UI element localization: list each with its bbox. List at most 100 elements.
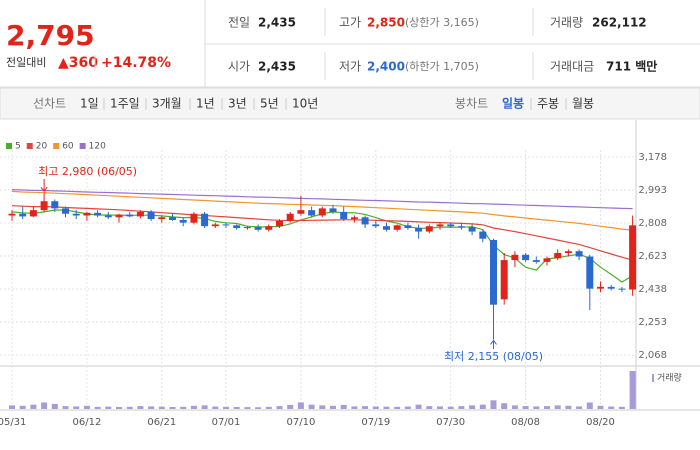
legend-label: 5 bbox=[15, 142, 21, 152]
summary-value: 2,400 bbox=[367, 60, 405, 74]
tab[interactable]: 월봉 bbox=[572, 97, 594, 111]
summary-label: 거래대금 bbox=[550, 60, 594, 74]
summary-value: 2,435 bbox=[258, 60, 296, 74]
summary-value: 2,850 bbox=[367, 16, 405, 30]
x-tick-label: 06/12 bbox=[72, 417, 101, 428]
x-tick-label: 05/31 bbox=[0, 417, 26, 428]
volume-bar bbox=[597, 405, 604, 409]
candle-body bbox=[308, 210, 316, 216]
volume-bar bbox=[126, 406, 133, 409]
legend-swatch bbox=[6, 143, 12, 149]
candle-body bbox=[179, 219, 187, 223]
x-tick-label: 07/30 bbox=[436, 417, 465, 428]
candle-body bbox=[500, 260, 508, 300]
candle-body bbox=[211, 224, 219, 227]
x-tick-label: 08/08 bbox=[511, 417, 540, 428]
candle-body bbox=[586, 256, 594, 289]
summary-value: 711 백만 bbox=[606, 59, 657, 74]
annotation-arrowhead bbox=[40, 187, 48, 193]
volume-bar bbox=[544, 406, 550, 409]
legend-swatch bbox=[26, 143, 33, 149]
candle-body bbox=[340, 211, 348, 220]
x-tick-label: 07/10 bbox=[286, 417, 315, 428]
volume-bar bbox=[319, 405, 326, 409]
candle-body bbox=[629, 225, 637, 290]
volume-bar bbox=[73, 406, 80, 409]
legend-swatch bbox=[652, 374, 654, 382]
candle-body bbox=[201, 213, 209, 227]
candle-body bbox=[265, 226, 273, 230]
candle-body bbox=[169, 217, 176, 220]
tab[interactable]: 3년 bbox=[228, 97, 247, 111]
candle-body bbox=[243, 227, 251, 229]
legend-label: 120 bbox=[89, 142, 106, 152]
candle-body bbox=[62, 208, 69, 214]
volume-bar bbox=[83, 405, 90, 409]
tab[interactable]: 1년 bbox=[196, 97, 215, 111]
tab[interactable]: 주봉 bbox=[537, 97, 559, 111]
candle-body bbox=[597, 286, 604, 289]
candle-body bbox=[104, 215, 112, 218]
candle-body bbox=[361, 217, 369, 225]
candle-body bbox=[136, 211, 144, 217]
volume-bar bbox=[511, 405, 518, 409]
volume-bar bbox=[41, 402, 48, 409]
grid bbox=[0, 150, 636, 410]
volume-bar bbox=[469, 405, 476, 409]
candle-body bbox=[40, 201, 48, 211]
volume-bar bbox=[490, 400, 497, 409]
tab[interactable]: 3개월 bbox=[152, 97, 182, 111]
volume-bar bbox=[19, 405, 26, 409]
volume-bar bbox=[233, 406, 240, 409]
candle-body bbox=[286, 213, 294, 221]
legend-label: 거래량 bbox=[657, 372, 682, 384]
volume-bar bbox=[618, 406, 625, 409]
tab[interactable]: 1주일 bbox=[110, 97, 140, 111]
y-tick-label: 2,438 bbox=[638, 284, 667, 295]
tab[interactable]: 5년 bbox=[260, 97, 279, 111]
legend-label: 20 bbox=[36, 142, 48, 152]
candle-body bbox=[8, 213, 16, 216]
candle-body bbox=[126, 214, 134, 217]
candle-body bbox=[19, 213, 27, 217]
tab[interactable]: 1일 bbox=[80, 97, 99, 111]
volume-bar bbox=[308, 404, 315, 409]
candle-body bbox=[51, 201, 59, 209]
candle-body bbox=[479, 231, 487, 239]
x-tick-label: 07/01 bbox=[212, 417, 241, 428]
summary-note: (하한가 1,705) bbox=[405, 59, 479, 73]
candle-body bbox=[393, 225, 401, 230]
volume-bar bbox=[426, 406, 433, 409]
candle-body bbox=[147, 211, 155, 220]
candle-body bbox=[404, 225, 412, 228]
volume-bar bbox=[608, 406, 615, 409]
volume-bar bbox=[533, 406, 540, 409]
y-tick-label: 3,178 bbox=[638, 152, 667, 163]
candle-body bbox=[383, 226, 390, 230]
legend-swatch bbox=[79, 143, 86, 149]
tab[interactable]: 10년 bbox=[292, 97, 318, 111]
volume-bar bbox=[458, 406, 465, 409]
candle-body bbox=[468, 227, 476, 232]
volume-bar bbox=[116, 406, 122, 409]
volume-bar bbox=[330, 405, 336, 409]
tab-group-label: 선차트 bbox=[33, 97, 66, 111]
candle-body bbox=[72, 213, 80, 216]
candle-body bbox=[190, 213, 198, 223]
summary-value: 262,112 bbox=[592, 16, 647, 30]
candle-body bbox=[457, 226, 465, 228]
candle-body bbox=[158, 217, 166, 220]
volume-bar bbox=[190, 405, 197, 409]
low-annotation: 최저 2,155 (08/05) bbox=[444, 350, 543, 363]
candle-body bbox=[490, 239, 497, 305]
tab[interactable]: 일봉 bbox=[502, 97, 524, 111]
volume-bar bbox=[362, 406, 369, 409]
moving-average-line bbox=[11, 189, 633, 210]
candle-body bbox=[522, 254, 530, 261]
candle-body bbox=[415, 227, 423, 232]
volume-bar bbox=[137, 406, 144, 409]
candle-body bbox=[425, 226, 433, 232]
candle-body bbox=[29, 210, 37, 217]
volume-bar bbox=[576, 406, 583, 409]
